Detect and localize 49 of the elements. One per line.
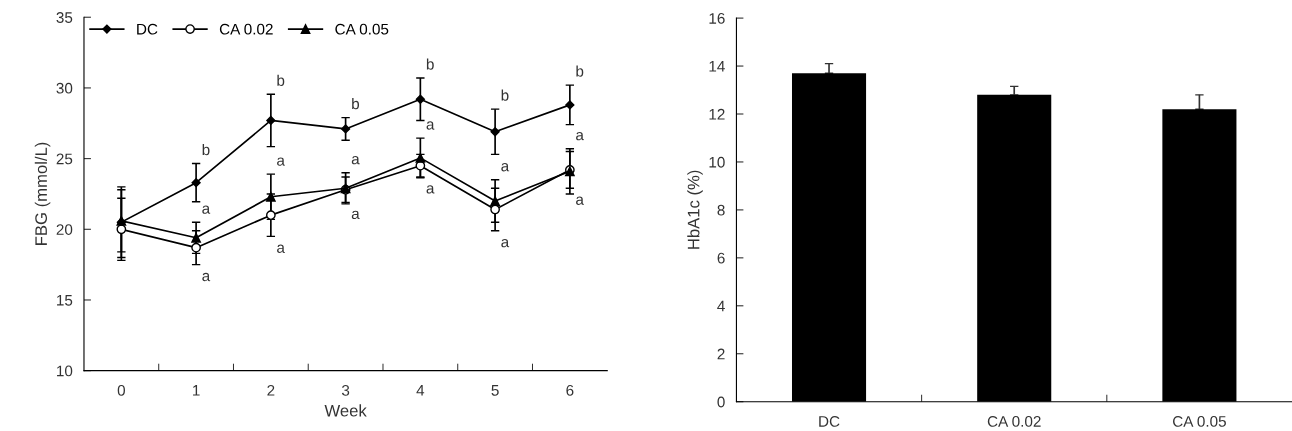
- y-tick-label: 14: [709, 61, 725, 72]
- annotation: a: [426, 121, 435, 130]
- y-tick-label: 0: [717, 396, 725, 408]
- annotation: b: [576, 65, 584, 77]
- annotation: a: [351, 210, 360, 220]
- annotation: a: [501, 163, 510, 172]
- x-tick-label: CA 0.05: [1173, 415, 1226, 427]
- annotation: a: [576, 196, 584, 205]
- annotation: a: [351, 155, 360, 165]
- annotation: a: [277, 157, 285, 166]
- y-tick-label: 10: [57, 365, 73, 377]
- y-tick-label: 6: [717, 252, 725, 264]
- legend-label: DC: [137, 23, 158, 35]
- y-tick-label: 2: [717, 348, 725, 360]
- annotation: b: [426, 58, 434, 70]
- y-tick-label: 10: [709, 156, 725, 168]
- y-tick-label: 8: [717, 204, 725, 216]
- y-tick-label: 15: [57, 295, 73, 306]
- y-axis-title: HbA1c (%): [687, 170, 703, 249]
- x-tick-label: DC: [819, 415, 840, 427]
- x-tick-label: 0: [117, 384, 126, 396]
- annotation: b: [202, 143, 210, 156]
- legend-label: CA 0.05: [335, 23, 389, 35]
- y-tick-label: 4: [717, 300, 725, 312]
- annotation: a: [202, 205, 211, 214]
- y-tick-label: 35: [56, 12, 73, 23]
- x-tick-label: 5: [491, 385, 499, 396]
- annotation: a: [501, 238, 510, 248]
- annotation: b: [501, 89, 509, 101]
- x-tick-label: CA 0.02: [987, 415, 1041, 427]
- annotation: b: [277, 74, 285, 86]
- annotation: a: [426, 185, 435, 194]
- y-axis-title: FBG (mmol/L): [34, 142, 51, 245]
- y-tick-label: 16: [709, 12, 725, 24]
- x-tick-label: 2: [267, 384, 275, 396]
- legend-label: CA 0.02: [219, 23, 273, 35]
- y-tick-label: 12: [709, 108, 725, 120]
- x-tick-label: 4: [416, 385, 425, 396]
- annotation: a: [202, 272, 211, 282]
- annotation: a: [576, 131, 584, 141]
- y-tick-label: 25: [56, 153, 73, 165]
- x-tick-label: 1: [193, 385, 200, 396]
- annotation: b: [352, 97, 360, 110]
- y-tick-label: 30: [56, 82, 73, 94]
- x-tick-label: 3: [341, 384, 350, 396]
- annotation: a: [277, 244, 285, 253]
- y-tick-label: 20: [56, 224, 73, 235]
- x-axis-title: Week: [324, 404, 367, 417]
- x-tick-label: 6: [566, 384, 574, 396]
